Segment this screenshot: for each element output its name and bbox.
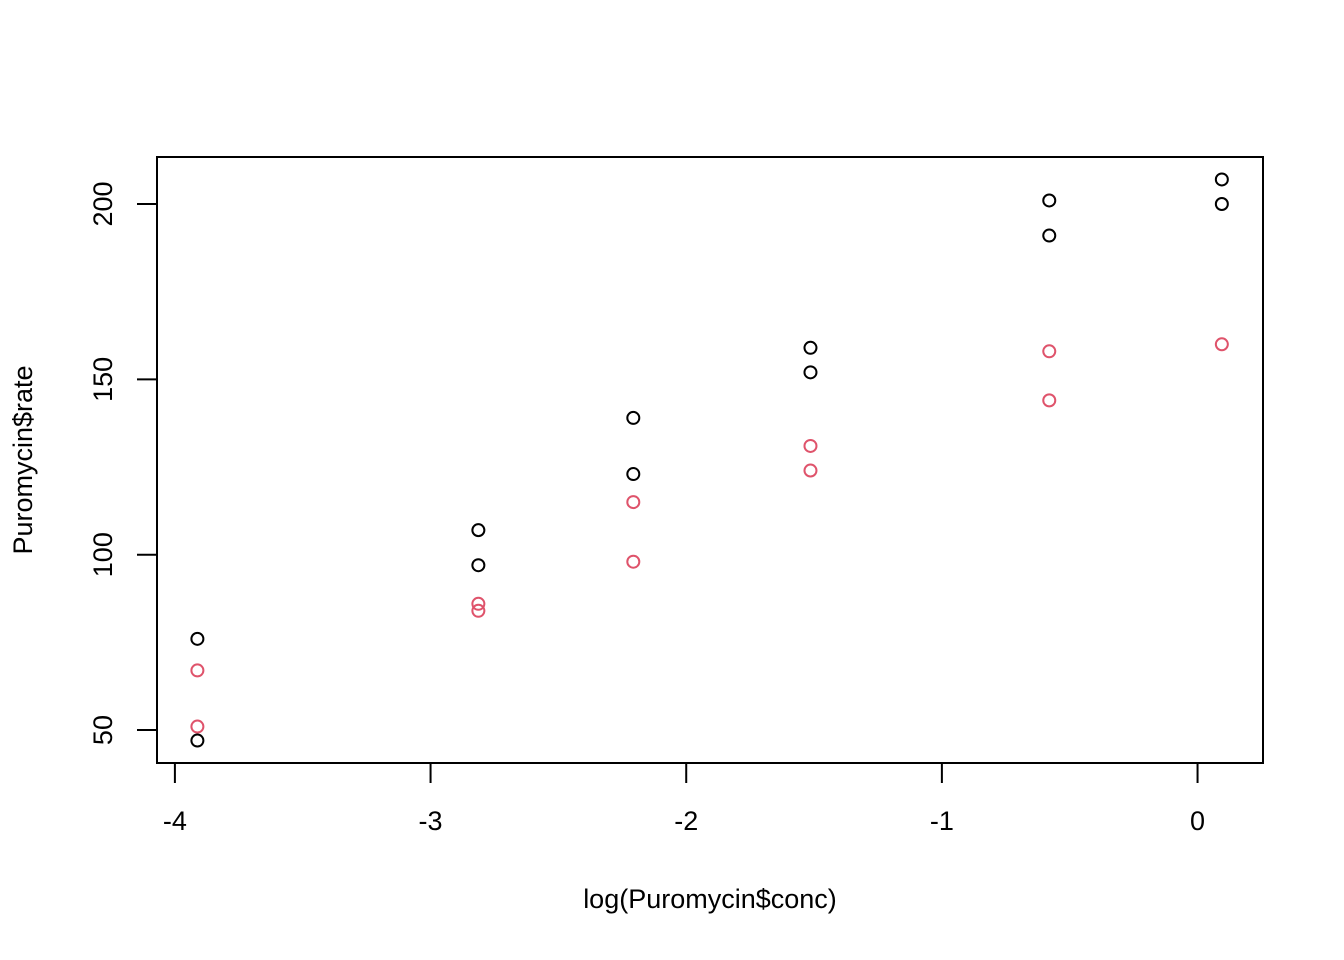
point: [626, 467, 641, 482]
y-tick-label: 150: [88, 357, 118, 402]
point: [1214, 337, 1229, 352]
point: [190, 631, 205, 646]
point: [471, 558, 486, 573]
point: [471, 603, 486, 618]
point: [190, 719, 205, 734]
x-tick-label: -4: [163, 806, 187, 836]
x-tick-label: -1: [930, 806, 954, 836]
y-tick-label: 100: [88, 532, 118, 577]
x-tick-label: -3: [419, 806, 443, 836]
point: [803, 340, 818, 355]
y-axis-label: Puromycin$rate: [8, 365, 38, 554]
point: [1042, 344, 1057, 359]
point: [1042, 228, 1057, 243]
point: [626, 410, 641, 425]
point: [626, 495, 641, 510]
point: [1214, 196, 1229, 211]
point: [471, 596, 486, 611]
point: [803, 365, 818, 380]
point: [190, 663, 205, 678]
x-axis-label: log(Puromycin$conc): [583, 884, 837, 914]
point: [471, 523, 486, 538]
point: [1042, 193, 1057, 208]
y-tick-label: 200: [88, 181, 118, 226]
x-tick-label: 0: [1190, 806, 1205, 836]
plot-frame: [156, 156, 1264, 764]
point: [803, 463, 818, 478]
point: [190, 733, 205, 748]
point: [803, 438, 818, 453]
y-tick-label: 50: [88, 715, 118, 745]
x-tick-label: -2: [674, 806, 698, 836]
point: [1042, 393, 1057, 408]
point: [626, 554, 641, 569]
point: [1214, 172, 1229, 187]
